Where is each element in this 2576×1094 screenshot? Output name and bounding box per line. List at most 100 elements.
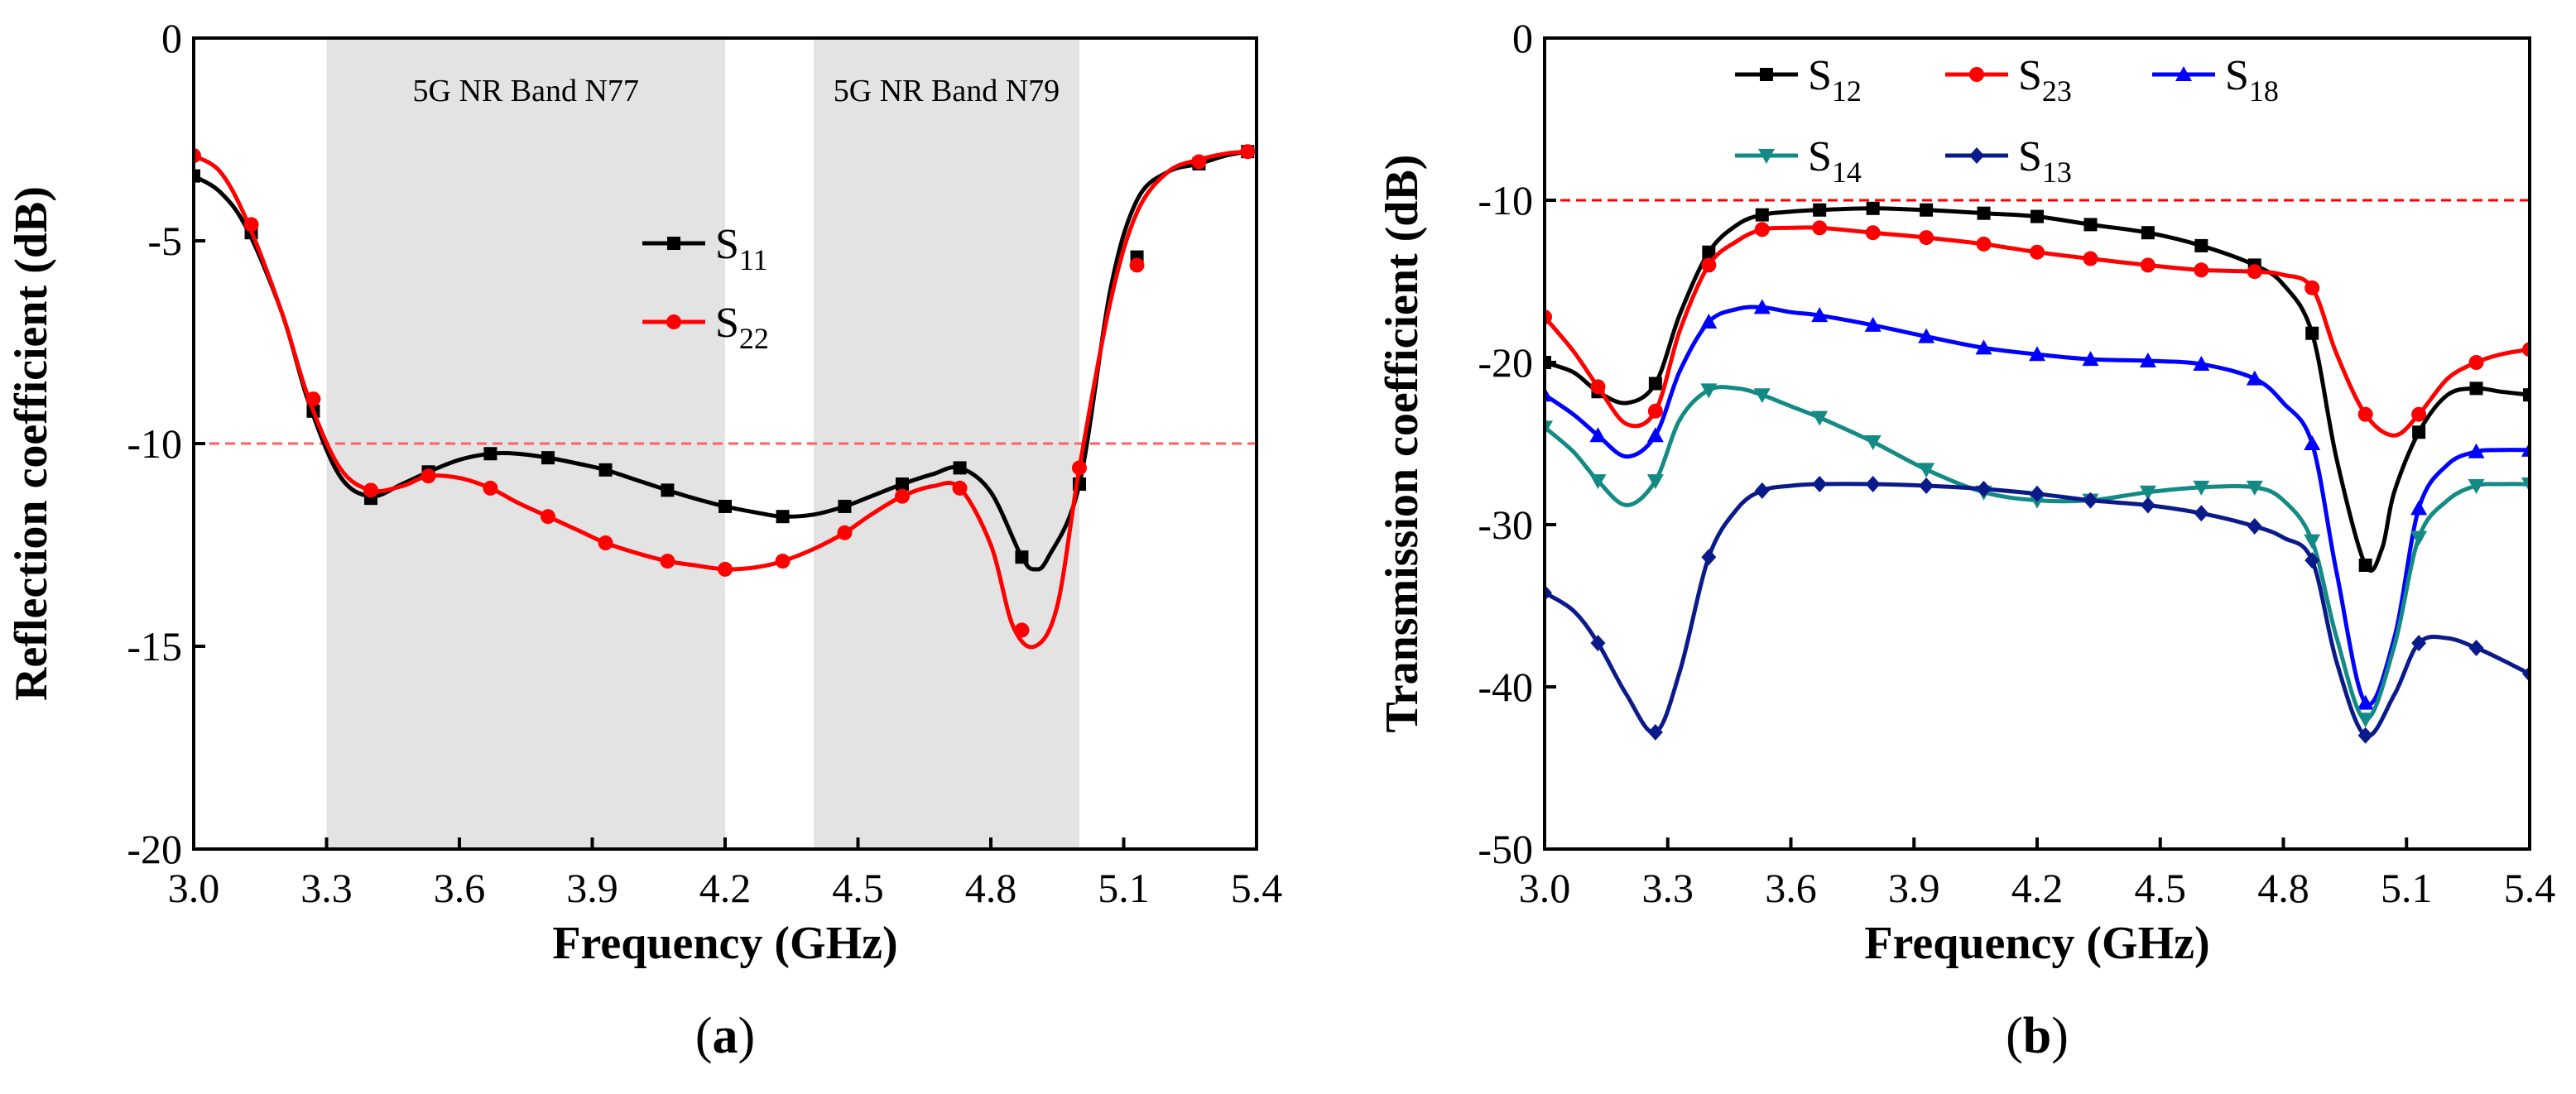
data-point-S11 [838, 499, 852, 513]
x-tick-label: 4.8 [2257, 865, 2309, 911]
data-point-S12 [1977, 206, 1991, 220]
x-tick-label: 4.2 [699, 865, 752, 911]
x-tick-label: 5.1 [2381, 865, 2433, 911]
band-label: 5G NR Band N79 [834, 74, 1060, 108]
data-point-S14 [2468, 478, 2485, 494]
data-point-S12 [1755, 208, 1769, 222]
x-axis-title: Frequency (GHz) [552, 918, 897, 969]
data-point-S23 [2357, 406, 2373, 422]
data-point-S23 [1701, 257, 1717, 273]
data-point-S13 [1545, 584, 1552, 602]
data-point-S13 [2357, 727, 2373, 744]
data-point-S22 [1014, 622, 1030, 638]
data-point-S13 [1701, 549, 1717, 566]
data-point-S22 [483, 480, 498, 496]
data-point-S14 [2521, 477, 2530, 492]
data-point-S13 [2247, 517, 2262, 535]
panel-label-close: ) [2051, 1008, 2069, 1064]
y-axis-title: Transmission coefficient (dB) [1377, 155, 1428, 733]
band-region [814, 38, 1079, 849]
series-group [1545, 201, 2530, 744]
data-point-S14 [1700, 383, 1718, 399]
data-point-S22 [718, 561, 733, 577]
data-point-S23 [2194, 262, 2209, 278]
data-point-S11 [661, 483, 675, 497]
x-tick-label: 4.5 [832, 865, 884, 911]
x-tick-label: 5.4 [1231, 865, 1283, 911]
data-point-S18 [2521, 441, 2530, 457]
legend-label: S11 [715, 221, 768, 276]
data-point-S12 [1920, 203, 1934, 217]
data-point-S23 [2247, 264, 2262, 280]
y-tick-label: -20 [1478, 339, 1533, 386]
legend-label-sub: 14 [1832, 156, 1862, 189]
data-point-S12 [2412, 425, 2426, 439]
data-point-S11 [776, 510, 790, 524]
legend-entry-S13: S13 [1945, 133, 2072, 189]
legend-label-main: S [1808, 52, 1832, 99]
x-tick-label: 3.0 [1519, 865, 1571, 911]
data-point-S14 [2193, 480, 2210, 496]
data-point-S18 [1646, 427, 1664, 443]
legend-label: S22 [715, 300, 769, 355]
data-point-S12 [1866, 201, 1880, 215]
legend-label: S14 [1808, 133, 1862, 189]
data-point-S14 [2357, 713, 2374, 728]
y-tick-label: -20 [127, 826, 182, 872]
legend-entry-S14: S14 [1735, 133, 1862, 189]
y-axis-title: Reflection coefficient (dB) [6, 186, 57, 701]
data-point-S13 [2030, 485, 2045, 502]
data-point-S14 [2304, 534, 2321, 549]
data-point-S22 [952, 480, 968, 496]
y-tick-label: -15 [127, 623, 182, 669]
data-point-S22 [837, 525, 853, 540]
data-point-S13 [1976, 480, 1992, 497]
data-point-S12 [2083, 218, 2098, 232]
legend-entry-S11: S11 [642, 221, 768, 276]
legend-entry-S22: S22 [642, 300, 769, 355]
x-axis-title: Frequency (GHz) [1864, 918, 2209, 969]
x-tick-label: 4.8 [965, 865, 1017, 911]
data-point-S22 [775, 554, 791, 569]
legend-label: S23 [2018, 52, 2072, 108]
y-tick-label: -40 [1478, 664, 1533, 710]
legend-label-sub: 23 [2042, 74, 2072, 108]
data-point-S18 [2410, 500, 2428, 516]
data-point-S11 [953, 461, 967, 475]
data-point-S13 [2468, 639, 2484, 656]
x-tick-label: 3.3 [1642, 865, 1694, 911]
data-point-S13 [2140, 497, 2155, 514]
legend-label-main: S [1808, 133, 1832, 180]
x-tick-label: 4.2 [2011, 865, 2064, 911]
data-point-S13 [2083, 492, 2098, 509]
data-point-S18 [1753, 299, 1771, 314]
data-point-S18 [2246, 370, 2263, 386]
data-point-S13 [2194, 505, 2209, 522]
data-point-S23 [1590, 379, 1606, 395]
data-point-S22 [1191, 154, 1207, 170]
band-label: 5G NR Band N77 [413, 74, 639, 108]
data-point-S18 [2082, 351, 2099, 367]
legend-marker [1969, 147, 1984, 164]
data-point-S18 [2139, 353, 2156, 368]
y-tick-label: -10 [1478, 177, 1533, 223]
legend-entry-S18: S18 [2152, 52, 2279, 108]
data-point-S14 [2410, 530, 2428, 546]
reflection-chart: 5G NR Band N77 5G NR Band N79 3.0 3.3 3.6 3.9… [6, 15, 1282, 1064]
data-point-S14 [1753, 388, 1771, 404]
data-point-S23 [2140, 257, 2155, 273]
data-point-S11 [718, 499, 732, 513]
data-point-S23 [1865, 225, 1881, 241]
panel-label-letter: b [2023, 1008, 2051, 1064]
data-point-S22 [541, 509, 555, 525]
x-tick-label: 5.4 [2504, 865, 2556, 911]
legend-label-main: S [2018, 52, 2042, 99]
data-point-S18 [1700, 314, 1718, 329]
data-point-S13 [1919, 477, 1934, 494]
x-tick-label: 4.5 [2135, 865, 2187, 911]
data-point-S22 [660, 554, 675, 569]
legend-marker [1969, 67, 1984, 82]
x-tick-label: 3.0 [168, 865, 220, 911]
